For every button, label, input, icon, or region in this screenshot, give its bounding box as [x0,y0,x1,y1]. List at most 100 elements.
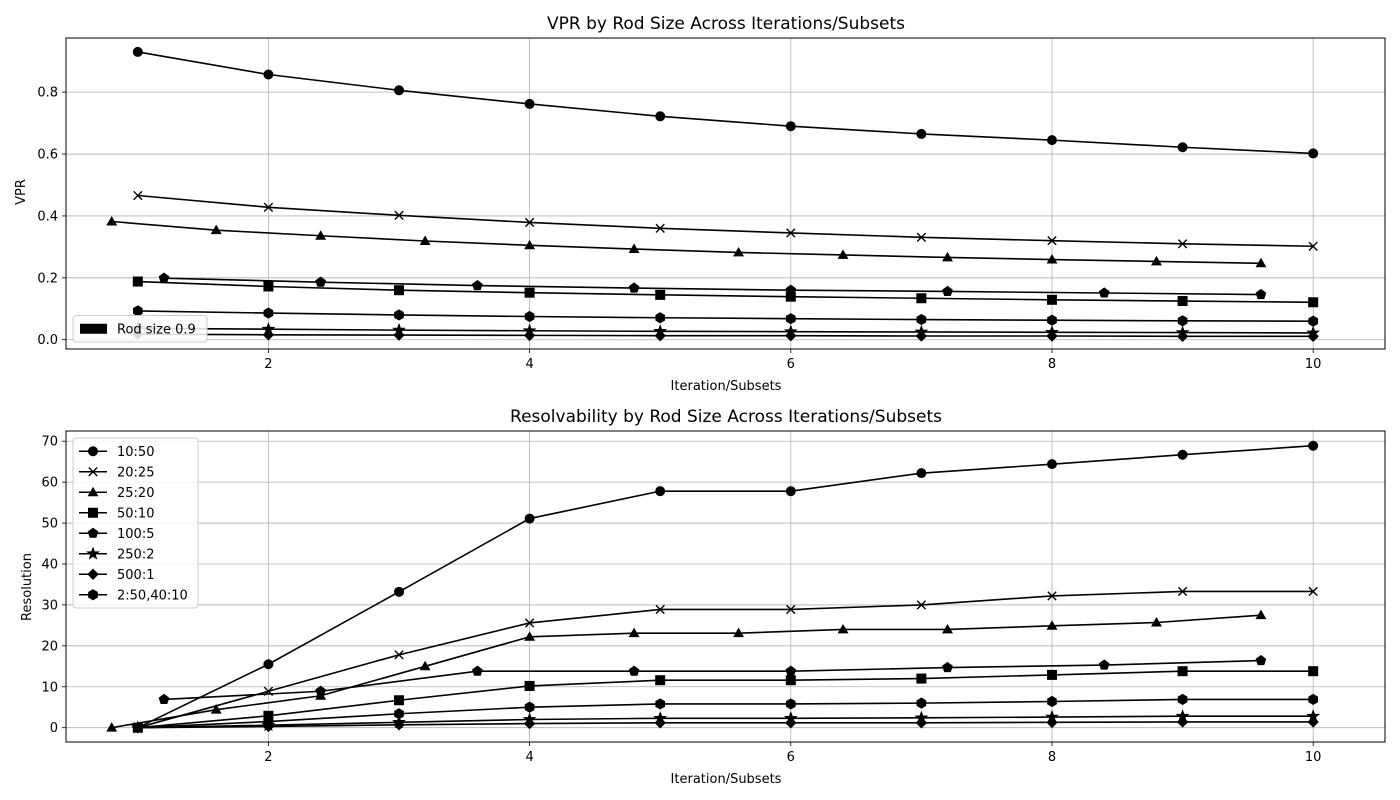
resolvability-point-triangle [1255,609,1267,620]
vpr-point-x-cross [786,228,796,238]
vpr-point-square [394,285,405,296]
resolvability-point-triangle [524,631,536,641]
resolvability-point-triangle [837,623,849,634]
resolvability-point-hexagon [1308,693,1318,706]
resolvability-y-tick-label: 0 [50,721,58,736]
vpr-point-circle [1046,135,1057,146]
vpr-point-square [132,276,143,287]
vpr-chart: VPR by Rod Size Across Iterations/Subset… [14,14,1386,394]
vpr-plot-frame [65,37,1386,350]
vpr-legend-label: Rod size 0.9 [117,322,196,337]
vpr-point-triangle [524,239,536,250]
resolvability-point-x-cross [394,650,404,660]
vpr-point-hexagon [133,305,143,317]
resolvability-point-triangle [106,722,118,732]
resolvability-point-circle [1046,459,1057,470]
vpr-point-x-cross [394,210,404,221]
resolvability-legend-label: 100:5 [117,527,154,542]
vpr-point-triangle [1255,257,1267,268]
resolvability-y-tick-label: 50 [41,517,58,532]
vpr-point-x-cross [916,232,927,242]
vpr-series-1 [133,190,1318,251]
resolvability-legend-marker-circle [88,446,98,457]
resolvability-point-square [655,675,666,686]
vpr-point-circle [916,128,927,139]
vpr-point-triangle [1046,254,1058,264]
resolvability-series-line [163,659,1261,701]
vpr-point-hexagon [1177,315,1188,327]
resolvability-legend-marker-hexagon [88,589,98,601]
resolvability-legend-label: 2:50,40:10 [117,588,188,603]
vpr-point-diamond [1176,330,1189,343]
vpr-point-diamond [1307,330,1319,343]
vpr-point-pentagon [785,284,797,295]
resolvability-legend-label: 50:10 [117,506,154,521]
vpr-series-7 [132,328,1319,343]
vpr-legend-box [72,315,208,343]
resolvability-point-square [524,680,535,691]
resolvability-y-tick-label: 40 [41,557,58,572]
resolvability-series-line [137,698,1314,729]
resolvability-grid [66,431,1385,742]
resolvability-legend: 10:50 20:25 25:20 50:10 100:5 250:2 500:1 2:50,… [72,437,199,609]
vpr-point-circle [1308,148,1319,159]
resolvability-point-x-cross [1308,586,1318,597]
vpr-point-x-cross [1308,241,1318,251]
resolvability-series-0 [132,440,1319,733]
vpr-point-x-cross [1177,239,1188,249]
resolvability-series [106,440,1321,734]
vpr-point-circle [394,85,405,96]
vpr-series-line [137,333,1314,338]
resolvability-legend-marker-square [88,507,98,518]
vpr-point-diamond [785,329,797,342]
vpr-series-line [137,280,1314,304]
resolvability-point-hexagon [1177,693,1188,706]
resolvability-series-line [137,670,1314,729]
vpr-point-hexagon [263,307,274,319]
vpr-series-2 [106,216,1267,268]
resolvability-point-diamond [654,717,666,729]
resolvability-series-line [137,715,1314,729]
resolvability-y-tick-label: 70 [41,435,58,450]
vpr-point-diamond [654,329,666,342]
resolvability-series-5 [133,693,1318,734]
resolvability-point-pentagon [628,665,640,676]
resolvability-point-pentagon [785,665,797,676]
resolvability-point-diamond [393,719,405,731]
resolvability-series-4 [158,654,1267,704]
resolvability-point-pentagon [158,693,170,704]
vpr-legend: Rod size 0.9 [72,315,208,343]
vpr-y-tick-label: 0.0 [37,333,58,348]
resolvability-point-circle [263,659,274,670]
resolvability-point-pentagon [1255,654,1267,666]
resolvability-point-square [1177,666,1188,677]
resolvability-point-circle [1308,440,1319,451]
resolvability-y-tick-label: 60 [41,476,58,491]
resolvability-point-hexagon [785,698,796,710]
resolvability-point-hexagon [916,697,927,709]
resolvability-point-triangle [942,623,953,634]
vpr-series-line [137,194,1314,248]
vpr-point-circle [785,121,796,132]
vpr-point-triangle [419,235,431,245]
resolvability-point-pentagon [942,661,953,673]
resolvability-legend-marker-x-cross [88,467,98,477]
vpr-y-axis-label: VPR [14,179,29,205]
resolvability-legend-box [72,437,199,609]
resolvability-y-tick-label: 30 [41,598,58,613]
vpr-legend-swatch [80,323,107,334]
vpr-x-tick-label: 4 [525,357,533,372]
vpr-series-line [137,327,1314,334]
vpr-series-line [163,277,1261,296]
resolvability-plot-frame [65,430,1386,743]
resolvability-legend-label: 25:20 [117,486,154,501]
resolvability-point-diamond [132,721,144,734]
vpr-point-triangle [106,216,118,226]
resolvability-legend-marker-diamond [87,568,99,580]
vpr-point-square [1177,296,1188,307]
vpr-point-hexagon [1047,314,1057,326]
resolvability-point-hexagon [1047,695,1057,708]
resolvability-series-7 [132,716,1319,734]
vpr-chart-title: VPR by Rod Size Across Iterations/Subset… [547,14,905,34]
